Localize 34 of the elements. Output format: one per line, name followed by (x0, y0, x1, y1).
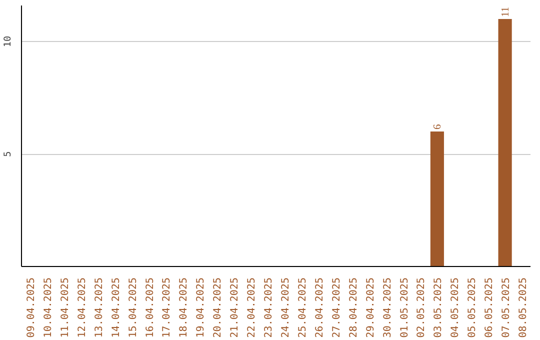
x-tick-label: 06.05.2025 (484, 277, 496, 338)
x-tick-label: 24.04.2025 (280, 277, 292, 338)
x-tick-label: 14.04.2025 (110, 277, 122, 338)
x-tick-label: 03.05.2025 (433, 277, 444, 338)
x-tick-label: 29.04.2025 (365, 277, 376, 338)
x-tick-label: 25.04.2025 (297, 277, 308, 338)
x-tick-label: 04.05.2025 (450, 277, 462, 338)
x-tick-label: 09.04.2025 (26, 277, 37, 338)
x-tick-label: 01.05.2025 (399, 277, 410, 338)
data-label: 11 (500, 6, 512, 17)
x-tick-label: 26.04.2025 (314, 277, 326, 338)
x-tick-label: 02.05.2025 (416, 277, 428, 338)
x-tick-label: 19.04.2025 (196, 277, 207, 338)
x-tick-label: 22.04.2025 (246, 277, 258, 338)
x-tick-label: 28.04.2025 (348, 277, 360, 338)
x-tick-label: 20.04.2025 (212, 277, 224, 338)
x-tick-label: 05.05.2025 (467, 277, 478, 338)
x-tick-label: 18.04.2025 (178, 277, 190, 338)
y-tick-label: 5 (2, 151, 14, 157)
x-tick-label: 12.04.2025 (76, 277, 88, 338)
x-tick-label: 08.05.2025 (518, 277, 530, 338)
x-tick-label: 21.04.2025 (230, 277, 241, 338)
x-tick-label: 15.04.2025 (128, 277, 139, 338)
x-tick-label: 07.05.2025 (501, 277, 512, 338)
x-tick-label: 17.04.2025 (162, 277, 173, 338)
x-tick-label: 10.04.2025 (42, 277, 54, 338)
data-label: 6 (432, 124, 444, 130)
x-tick-label: 11.04.2025 (60, 277, 71, 338)
x-tick-label: 13.04.2025 (94, 277, 105, 338)
x-tick-label: 30.04.2025 (382, 277, 394, 338)
y-tick-label: 10 (2, 36, 14, 48)
x-tick-label: 23.04.2025 (264, 277, 275, 338)
x-tick-label: 27.04.2025 (331, 277, 342, 338)
x-tick-label: 16.04.2025 (144, 277, 156, 338)
